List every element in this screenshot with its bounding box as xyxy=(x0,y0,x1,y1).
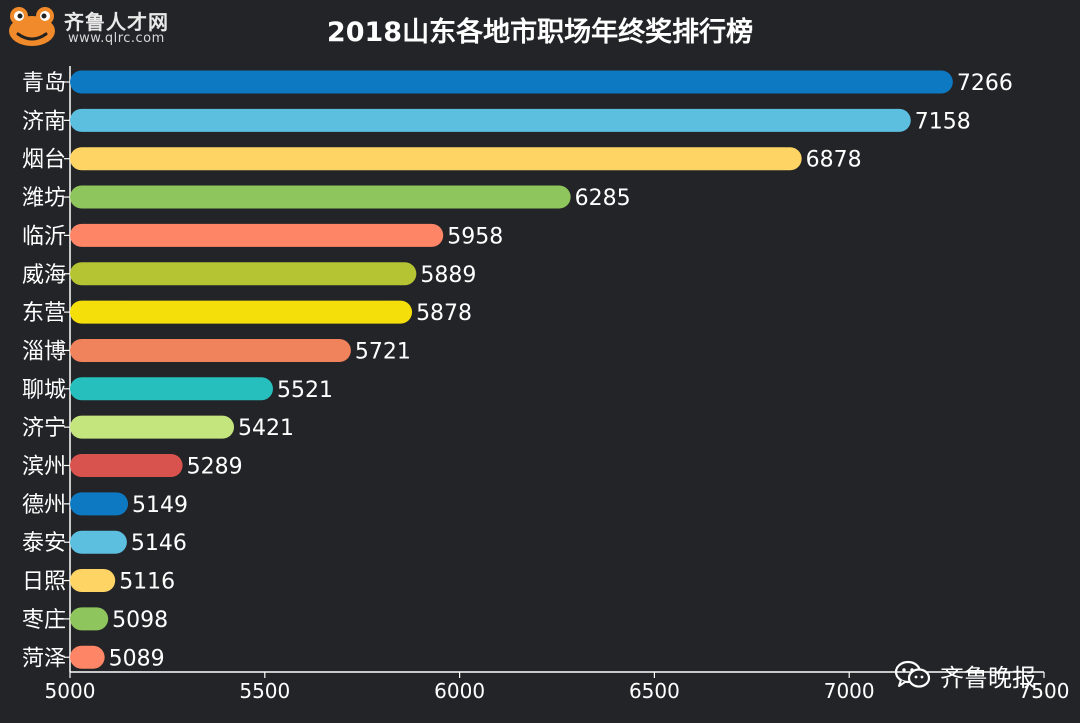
y-tick-label: 枣庄 xyxy=(22,608,66,633)
y-tick-label: 淄博 xyxy=(22,339,66,364)
data-label: 5958 xyxy=(447,224,503,249)
bar xyxy=(70,185,571,209)
y-tick-label: 青岛 xyxy=(22,71,66,96)
y-tick-label: 烟台 xyxy=(22,148,66,173)
y-tick-label: 济宁 xyxy=(22,416,66,441)
bar xyxy=(70,454,183,477)
bar xyxy=(70,415,235,439)
x-tick-label: 7500 xyxy=(1019,679,1070,703)
x-tick-label: 5500 xyxy=(239,679,290,703)
data-label: 7158 xyxy=(915,109,971,134)
y-tick-label: 东营 xyxy=(22,301,66,326)
data-label: 7266 xyxy=(957,71,1013,96)
y-tick-label: 滨州 xyxy=(22,455,66,480)
chart-title: 2018山东各地市职场年终奖排行榜 xyxy=(326,17,754,48)
y-tick-label: 临沂 xyxy=(22,224,66,249)
bar xyxy=(70,607,109,631)
y-tick-label: 济南 xyxy=(22,109,66,134)
y-tick-label: 威海 xyxy=(22,263,66,288)
logo-url: www.qlrc.com xyxy=(68,31,165,46)
data-label: 5089 xyxy=(109,646,165,671)
watermark-text: 齐鲁晚报 xyxy=(940,663,1036,692)
data-label: 5116 xyxy=(119,570,175,595)
bar xyxy=(70,70,953,94)
bar xyxy=(70,377,273,401)
data-label: 6285 xyxy=(575,186,631,211)
frog-logo-icon xyxy=(9,7,55,46)
data-label: 6878 xyxy=(806,148,862,173)
x-tick-label: 6500 xyxy=(629,679,680,703)
bar xyxy=(70,147,802,171)
logo-brand: 齐鲁人才网 xyxy=(64,10,169,34)
data-label: 5521 xyxy=(277,378,333,403)
data-label: 5098 xyxy=(112,608,168,633)
data-label: 5146 xyxy=(131,531,187,556)
x-tick-label: 5000 xyxy=(45,679,96,703)
y-tick-label: 潍坊 xyxy=(22,186,66,211)
bar xyxy=(70,262,417,286)
bar xyxy=(70,530,127,554)
data-label: 5878 xyxy=(416,301,472,326)
y-tick-label: 聊城 xyxy=(22,378,66,403)
y-tick-label: 德州 xyxy=(22,493,66,518)
watermark: 齐鲁晚报 xyxy=(894,658,1036,692)
bar xyxy=(70,223,444,247)
y-tick-label: 泰安 xyxy=(22,531,66,556)
logo: 齐鲁人才网 www.qlrc.com xyxy=(6,4,206,50)
wechat-icon xyxy=(894,660,931,688)
bar xyxy=(70,645,105,669)
bar xyxy=(70,108,911,132)
data-label: 5721 xyxy=(355,339,411,364)
y-tick-label: 菏泽 xyxy=(22,646,66,671)
data-label: 5289 xyxy=(187,455,243,480)
bar xyxy=(70,492,129,516)
data-label: 5889 xyxy=(420,263,476,288)
x-tick-label: 6000 xyxy=(434,679,485,703)
bar xyxy=(70,300,413,324)
y-tick-label: 日照 xyxy=(22,570,66,595)
bar xyxy=(70,569,116,593)
data-label: 5421 xyxy=(238,416,294,441)
data-label: 5149 xyxy=(132,493,188,518)
x-tick-label: 7000 xyxy=(824,679,875,703)
bar xyxy=(70,338,351,362)
